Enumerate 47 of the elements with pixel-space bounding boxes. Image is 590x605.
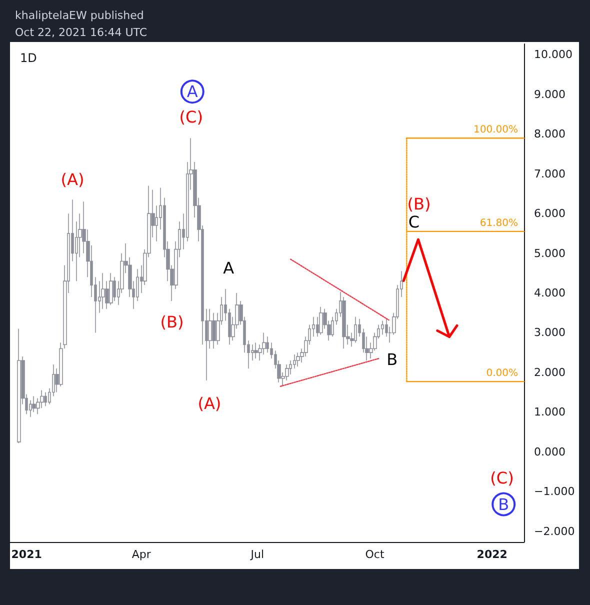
x-tick-label: 2022 [476,548,508,561]
candlestick [381,320,384,336]
y-tick-label: 9.000 [534,88,566,101]
series-label: 0.00% [486,368,518,380]
annotation: A [223,258,234,278]
chart-subtitle: Oct 22, 2021 16:44 UTC [15,26,148,39]
candlestick [113,276,116,302]
y-tick-label: 4.000 [534,286,566,300]
annotation: (C) [490,468,514,488]
y-tick-label: 7.000 [534,167,566,180]
y-tick-label: 2.000 [534,366,566,379]
annotation: (B) [407,194,431,214]
y-tick-label: 10.000 [534,48,572,62]
annotation: 1D [20,51,37,65]
candlestick [17,328,21,444]
candlestick [254,342,258,359]
annotation: B [386,350,398,370]
annotation: (A) [198,394,222,413]
x-tick-label: Jul [250,548,264,561]
y-tick-label: −1.000 [534,485,575,498]
chart-title: khaliptelaEW published [15,9,144,22]
y-tick-label: 5.000 [534,246,566,260]
candlestick [109,272,113,306]
candlestick [212,312,216,349]
x-tick-label: Oct [365,548,385,561]
y-tick-label: 3.000 [534,326,566,340]
y-tick-label: −2.000 [534,524,575,538]
x-tick-label: 2021 [11,548,42,561]
candlestick [101,272,105,310]
candlestick [319,306,323,336]
x-tick-label: Apr [132,548,152,561]
series-label: 61.80% [480,218,518,229]
y-tick-label: 6.000 [534,207,566,220]
y-tick-label: 0.000 [534,445,566,458]
annotation: (C) [179,108,203,127]
candlestick [32,396,36,413]
annotation: C [408,212,420,232]
candlestick [296,352,300,367]
annotation: (B) [160,312,184,332]
series-label: 100.00% [474,124,518,136]
candlestick [354,316,357,344]
annotation: (A) [60,170,84,190]
y-tick-label: 8.000 [534,128,566,141]
data-label: B [498,494,510,514]
candlestick [44,392,47,407]
y-tick-label: 1.000 [534,406,566,419]
data-label: A [186,82,198,102]
